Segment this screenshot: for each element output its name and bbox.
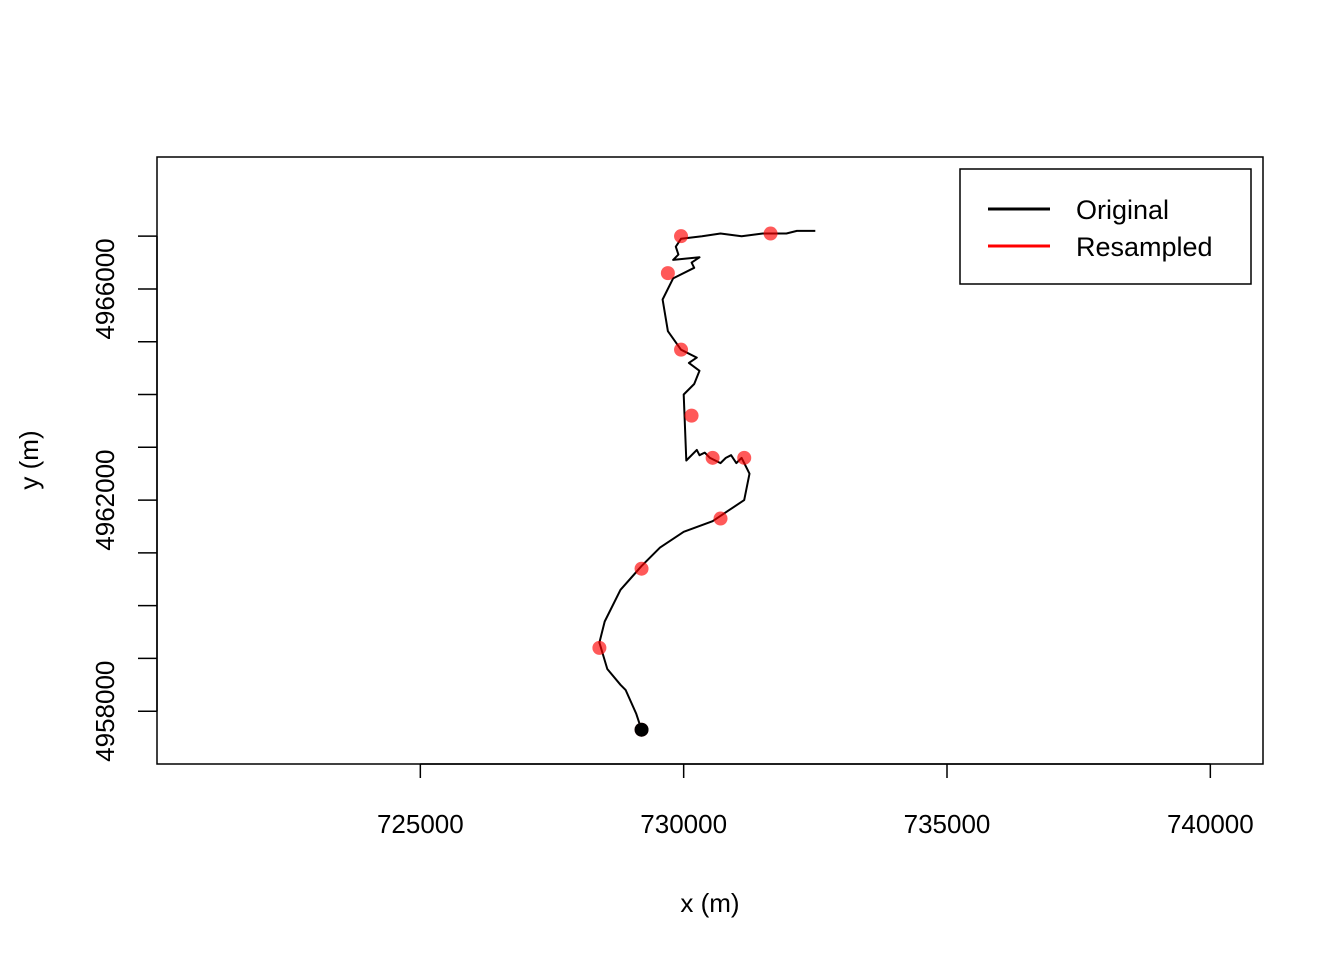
- x-tick-label: 730000: [640, 809, 727, 839]
- resampled-point: [705, 450, 720, 465]
- resampled-point: [634, 561, 649, 576]
- legend-label-resampled: Resampled: [1076, 232, 1213, 262]
- start-point-marker: [634, 722, 649, 737]
- y-axis-label: y (m): [14, 430, 44, 489]
- y-tick-label: 4962000: [90, 449, 120, 550]
- x-axis: 725000 730000 735000 740000: [377, 763, 1254, 839]
- resampled-point: [674, 229, 689, 244]
- resampled-point: [737, 450, 752, 465]
- y-tick-label: 4966000: [90, 238, 120, 339]
- series-layer: [592, 226, 816, 737]
- legend: Original Resampled: [959, 168, 1252, 285]
- resampled-point: [660, 266, 675, 281]
- x-axis-label: x (m): [680, 888, 739, 918]
- resampled-point: [674, 342, 689, 357]
- resampled-point: [763, 226, 778, 241]
- x-tick-label: 725000: [377, 809, 464, 839]
- y-tick-label: 4958000: [90, 661, 120, 762]
- legend-box: [959, 168, 1252, 285]
- resampled-point: [713, 511, 728, 526]
- x-tick-label: 740000: [1167, 809, 1254, 839]
- y-axis: 4958000 4962000 4966000: [90, 235, 158, 762]
- resampled-point: [684, 408, 699, 423]
- legend-label-original: Original: [1076, 195, 1169, 225]
- resampled-point: [592, 640, 607, 655]
- x-tick-label: 735000: [904, 809, 991, 839]
